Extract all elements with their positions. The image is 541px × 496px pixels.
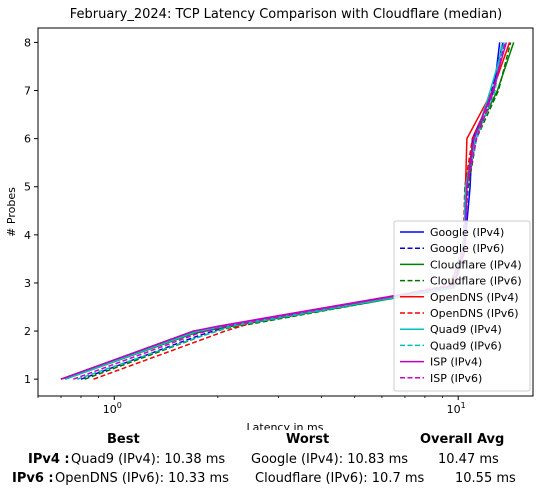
y-tick-label: 3 [24, 277, 31, 290]
y-axis-ticks: 1 2 3 4 5 6 7 8 [24, 36, 38, 386]
legend-label: Quad9 (IPv4) [430, 323, 502, 336]
chart-title: February_2024: TCP Latency Comparison wi… [70, 7, 502, 22]
legend-label: Google (IPv6) [430, 242, 504, 255]
worst-header: Worst [286, 432, 330, 447]
y-tick-label: 7 [24, 85, 31, 98]
ipv4-row-label: IPv4 : [28, 452, 70, 467]
y-tick-label: 5 [24, 181, 31, 194]
legend: Google (IPv4) Google (IPv6) Cloudflare (IP… [393, 220, 531, 392]
overall-avg-header: Overall Avg [420, 432, 505, 447]
y-tick-label: 2 [24, 325, 31, 338]
y-axis-label: # Probes [5, 187, 18, 237]
latency-chart: February_2024: TCP Latency Comparison wi… [5, 7, 534, 430]
ipv6-avg-value: 10.55 ms [455, 471, 516, 486]
legend-label: ISP (IPv6) [430, 372, 482, 385]
ipv4-avg-value: 10.47 ms [438, 452, 499, 467]
legend-label: Quad9 (IPv6) [430, 339, 502, 352]
y-tick-label: 4 [24, 229, 31, 242]
x-axis-label: Latency in ms [247, 421, 324, 430]
series-line [93, 42, 505, 380]
legend-label: Google (IPv4) [430, 226, 504, 239]
ipv6-row-label: IPv6 : [12, 471, 54, 486]
series-line [73, 42, 506, 380]
plot-area-frame [37, 27, 534, 397]
legend-label: OpenDNS (IPv6) [430, 307, 519, 320]
legend-label: OpenDNS (IPv4) [430, 291, 519, 304]
ipv4-worst-value: Google (IPv4): 10.83 ms [251, 452, 409, 467]
y-tick-label: 8 [24, 36, 31, 49]
x-tick-label: 101 [447, 401, 466, 416]
series-line [76, 42, 503, 380]
ipv6-best-value: OpenDNS (IPv6): 10.33 ms [55, 471, 229, 486]
y-tick-label: 6 [24, 133, 31, 146]
y-tick-label: 1 [24, 373, 31, 386]
ipv6-worst-value: Cloudflare (IPv6): 10.7 ms [255, 471, 425, 486]
ipv4-stats-row: IPv4 : Quad9 (IPv4): 10.38 ms Google (IP… [0, 452, 541, 470]
legend-label: ISP (IPv4) [430, 356, 482, 369]
ipv6-stats-row: IPv6 : OpenDNS (IPv6): 10.33 ms Cloudfla… [0, 471, 541, 489]
summary-stats: Best Worst Overall Avg IPv4 : Quad9 (IPv… [0, 430, 541, 496]
legend-label: Cloudflare (IPv6) [430, 275, 522, 288]
ipv4-best-value: Quad9 (IPv4): 10.38 ms [71, 452, 226, 467]
legend-box [393, 220, 531, 392]
legend-label: Cloudflare (IPv4) [430, 258, 522, 271]
x-tick-label: 100 [103, 401, 122, 416]
best-header: Best [107, 432, 140, 447]
x-axis-ticks: 100 101 [37, 396, 466, 416]
